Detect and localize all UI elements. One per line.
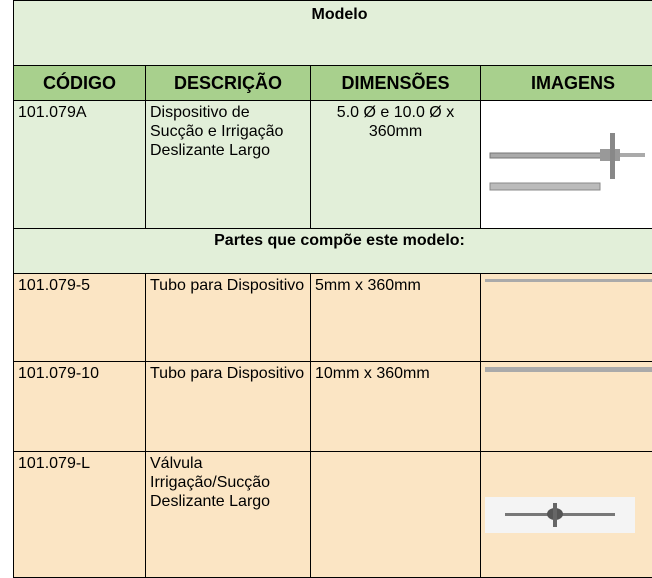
header-cell: CÓDIGO xyxy=(14,66,146,101)
description-cell: Tubo para Dispositivo xyxy=(146,362,311,452)
header-cell: DIMENSÕES xyxy=(311,66,481,101)
valve-image xyxy=(485,495,652,535)
dimension-cell xyxy=(311,452,481,578)
device-image xyxy=(485,125,652,205)
dimension-cell: 5.0 Ø e 10.0 Ø x 360mm xyxy=(311,101,481,229)
image-cell xyxy=(481,274,652,362)
tube-image xyxy=(485,276,652,286)
dimension-cell: 5mm x 360mm xyxy=(311,274,481,362)
image-cell xyxy=(481,101,652,229)
table-title: Modelo xyxy=(14,1,652,66)
header-cell: IMAGENS xyxy=(481,66,652,101)
image-cell xyxy=(481,452,652,578)
code-cell: 101.079-10 xyxy=(14,362,146,452)
code-cell: 101.079A xyxy=(14,101,146,229)
product-table: Modelo CÓDIGO DESCRIÇÃO DIMENSÕES IMAGEN… xyxy=(13,0,652,578)
code-cell: 101.079-L xyxy=(14,452,146,578)
description-cell: Tubo para Dispositivo xyxy=(146,274,311,362)
dimension-cell: 10mm x 360mm xyxy=(311,362,481,452)
parts-title: Partes que compõe este modelo: xyxy=(14,229,652,274)
code-cell: 101.079-5 xyxy=(14,274,146,362)
header-cell: DESCRIÇÃO xyxy=(146,66,311,101)
description-cell: Dispositivo de Sucção e Irrigação Desliz… xyxy=(146,101,311,229)
image-cell xyxy=(481,362,652,452)
tube-image xyxy=(485,364,652,376)
description-cell: Válvula Irrigação/Sucção Deslizante Larg… xyxy=(146,452,311,578)
